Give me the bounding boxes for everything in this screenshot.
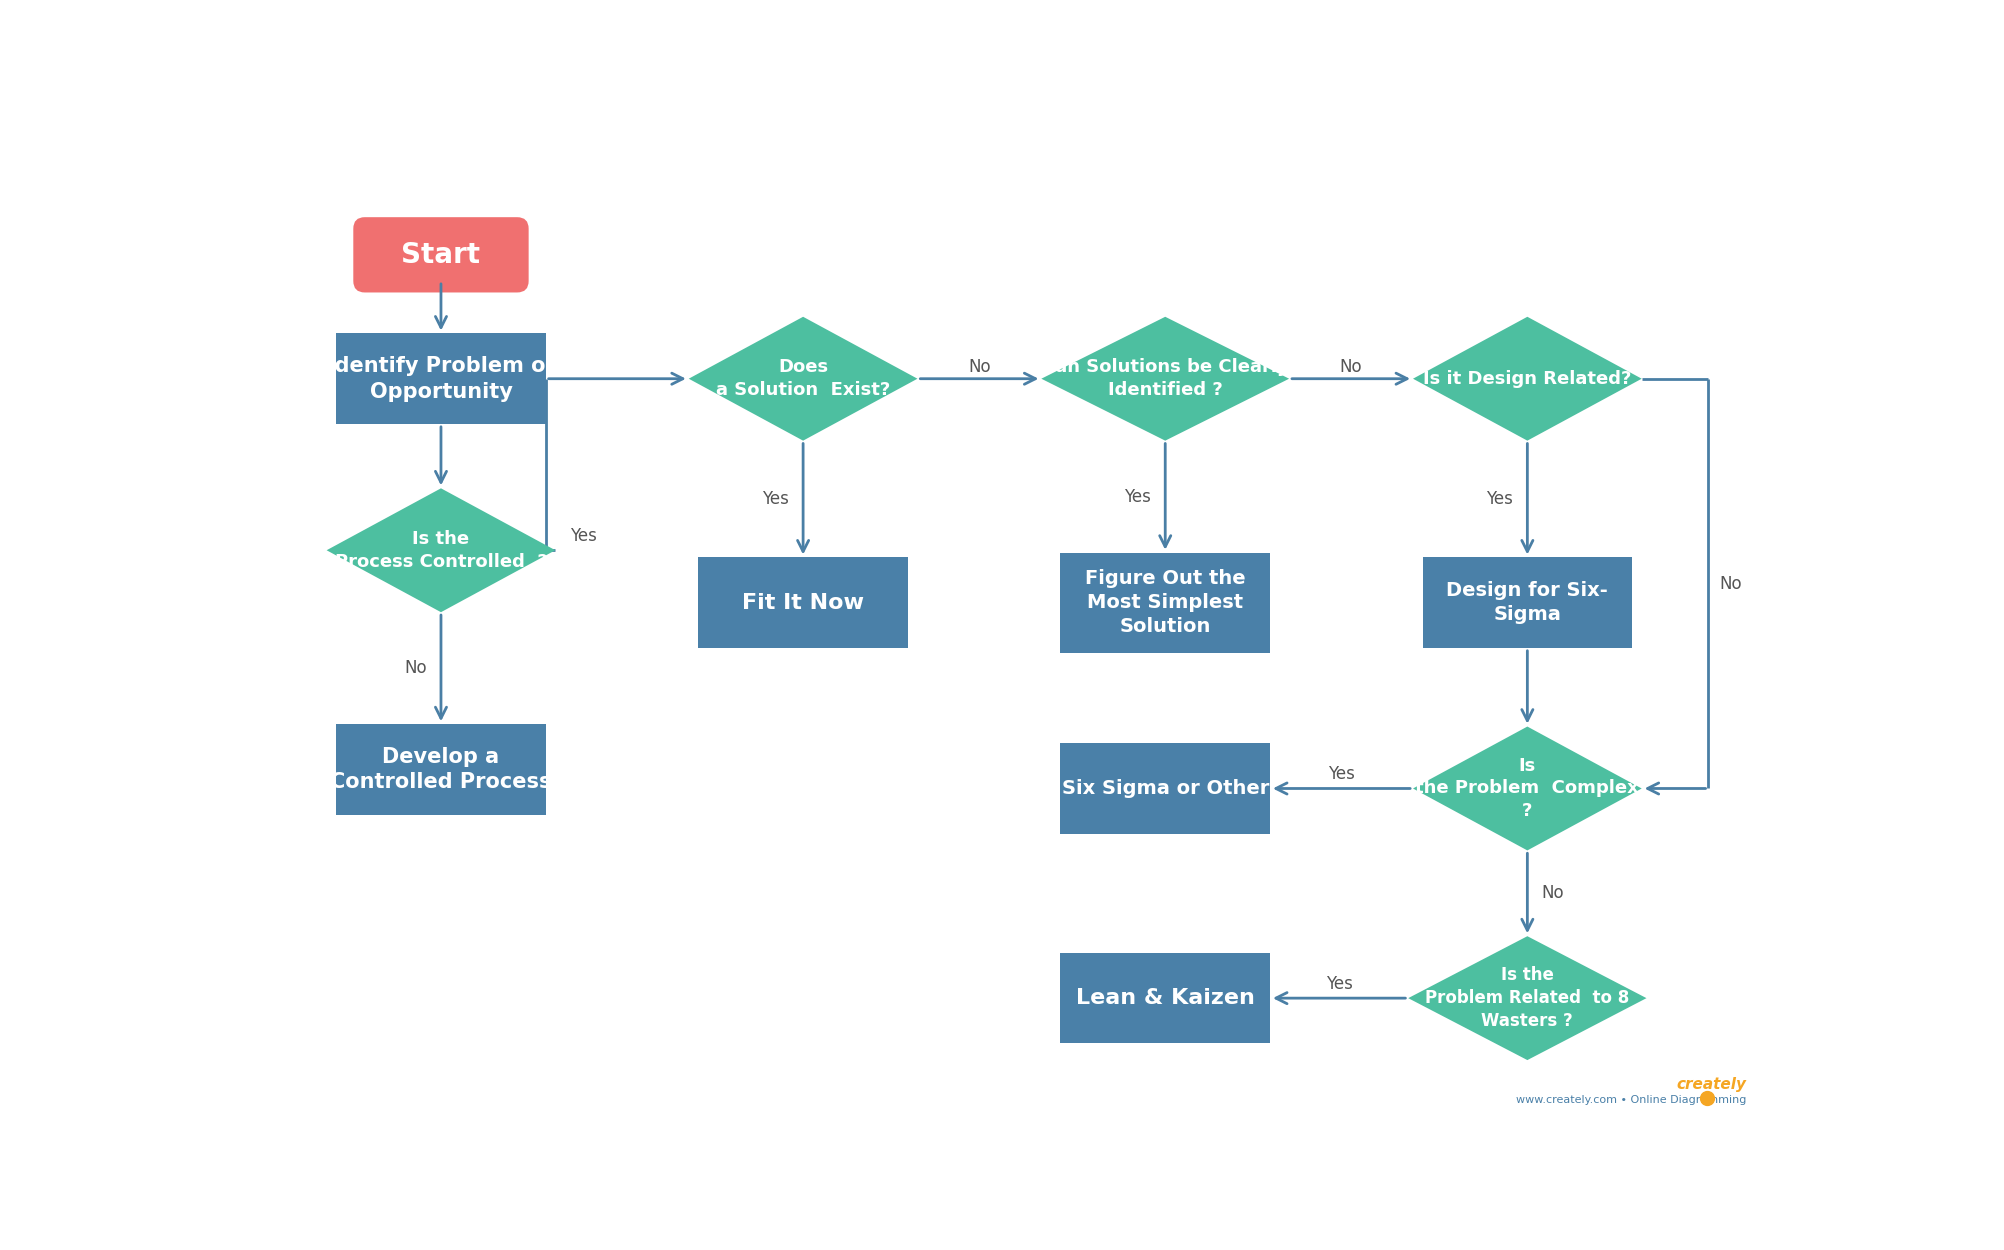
Polygon shape [1413,316,1641,441]
Text: Yes: Yes [569,528,597,545]
Text: Is it Design Related?: Is it Design Related? [1423,370,1631,388]
Text: No: No [1541,884,1565,902]
Bar [1060,952,1271,1044]
Text: Start: Start [401,241,481,269]
Text: Yes: Yes [1487,490,1513,508]
Text: Yes: Yes [1124,488,1150,506]
Bar [697,558,908,648]
Text: Does
a Solution  Exist?: Does a Solution Exist? [715,359,890,399]
Text: Yes: Yes [1329,765,1355,784]
Text: No: No [405,659,427,678]
Polygon shape [1042,316,1289,441]
Text: Fit It Now: Fit It Now [741,592,864,612]
Text: Six Sigma or Other: Six Sigma or Other [1062,779,1269,798]
Text: Identify Problem or
Opportunity: Identify Problem or Opportunity [327,356,555,401]
Polygon shape [327,489,555,612]
Text: Figure Out the
Most Simplest
Solution: Figure Out the Most Simplest Solution [1084,569,1246,636]
Text: Develop a
Controlled Process: Develop a Controlled Process [331,746,551,792]
Polygon shape [689,316,918,441]
FancyBboxPatch shape [353,217,529,292]
Bar [337,724,545,815]
Bar [337,334,545,424]
Bar [1060,744,1271,834]
Text: Design for Six-
Sigma: Design for Six- Sigma [1447,581,1609,624]
Text: No: No [1719,575,1743,592]
Text: Yes: Yes [762,490,790,508]
Text: creately: creately [1677,1076,1747,1091]
Text: No: No [968,359,990,376]
Bar [1423,558,1631,648]
Text: Can Solutions be Clearly
Identified ?: Can Solutions be Clearly Identified ? [1042,359,1289,399]
Text: Is
the Problem  Complex
?: Is the Problem Complex ? [1415,756,1639,820]
Text: www.creately.com • Online Diagramming: www.creately.com • Online Diagramming [1517,1095,1747,1105]
Text: No: No [1341,359,1363,376]
Polygon shape [1409,936,1647,1060]
Text: Yes: Yes [1327,975,1353,992]
Text: Is the
Problem Related  to 8
Wasters ?: Is the Problem Related to 8 Wasters ? [1425,966,1629,1030]
Bar [1060,552,1271,652]
Text: Lean & Kaizen: Lean & Kaizen [1076,989,1255,1009]
Text: Is the
Process Controlled  ?: Is the Process Controlled ? [335,530,547,571]
Polygon shape [1413,726,1641,850]
